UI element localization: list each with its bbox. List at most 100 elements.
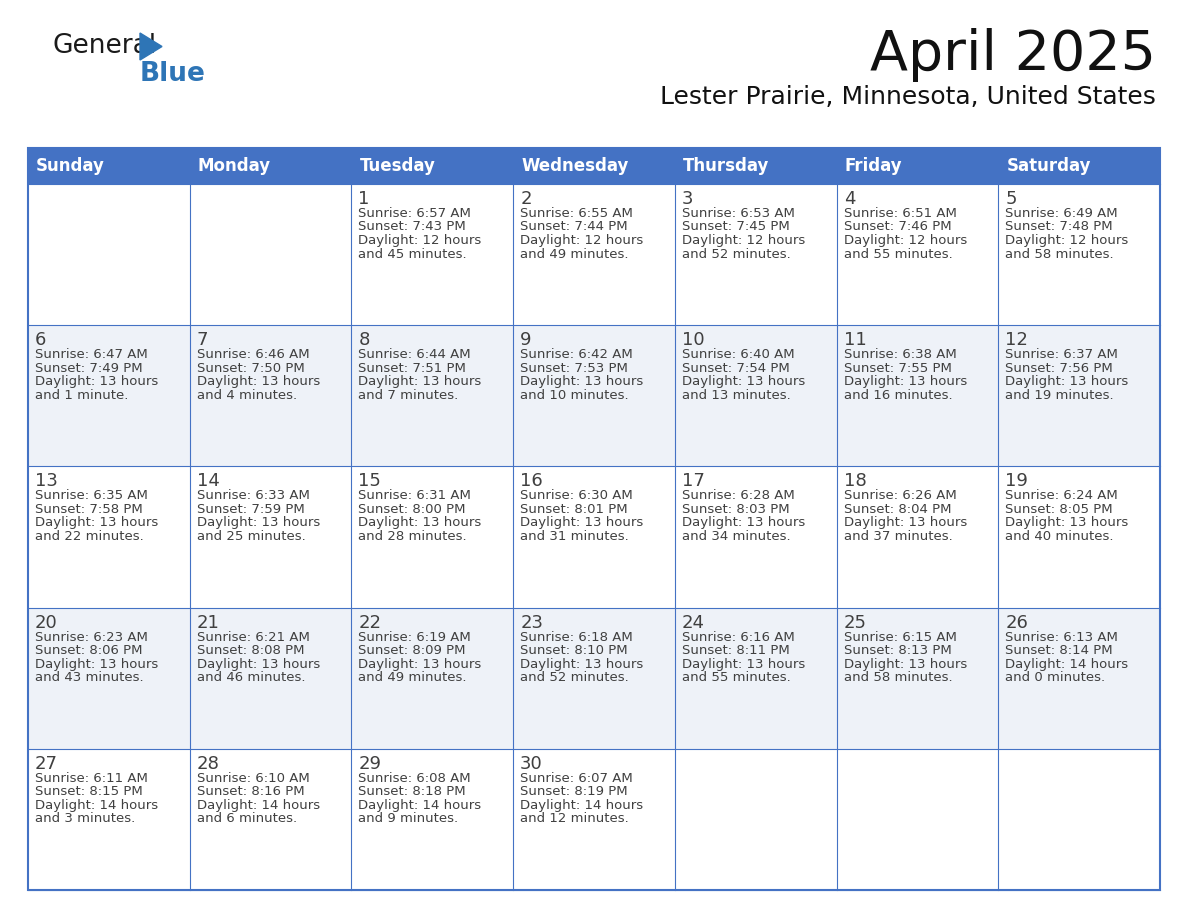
Text: and 43 minutes.: and 43 minutes. bbox=[34, 671, 144, 684]
Text: Daylight: 14 hours: Daylight: 14 hours bbox=[197, 799, 320, 812]
Text: 19: 19 bbox=[1005, 473, 1028, 490]
Text: Sunrise: 6:31 AM: Sunrise: 6:31 AM bbox=[359, 489, 472, 502]
Text: Daylight: 13 hours: Daylight: 13 hours bbox=[197, 375, 320, 388]
Text: 20: 20 bbox=[34, 613, 58, 632]
Text: Sunset: 8:14 PM: Sunset: 8:14 PM bbox=[1005, 644, 1113, 657]
Text: Daylight: 13 hours: Daylight: 13 hours bbox=[843, 657, 967, 671]
Text: Sunrise: 6:21 AM: Sunrise: 6:21 AM bbox=[197, 631, 310, 644]
Text: Sunset: 8:01 PM: Sunset: 8:01 PM bbox=[520, 503, 627, 516]
Text: Sunset: 7:54 PM: Sunset: 7:54 PM bbox=[682, 362, 790, 375]
Text: Daylight: 12 hours: Daylight: 12 hours bbox=[359, 234, 481, 247]
Text: and 0 minutes.: and 0 minutes. bbox=[1005, 671, 1105, 684]
Text: Daylight: 13 hours: Daylight: 13 hours bbox=[34, 375, 158, 388]
Text: Sunrise: 6:44 AM: Sunrise: 6:44 AM bbox=[359, 348, 472, 361]
Text: Daylight: 13 hours: Daylight: 13 hours bbox=[682, 375, 805, 388]
Polygon shape bbox=[140, 33, 162, 60]
Text: Sunset: 8:00 PM: Sunset: 8:00 PM bbox=[359, 503, 466, 516]
Text: 2: 2 bbox=[520, 190, 532, 208]
Text: Lester Prairie, Minnesota, United States: Lester Prairie, Minnesota, United States bbox=[661, 85, 1156, 109]
Text: Sunrise: 6:47 AM: Sunrise: 6:47 AM bbox=[34, 348, 147, 361]
Text: and 16 minutes.: and 16 minutes. bbox=[843, 388, 953, 402]
Text: and 40 minutes.: and 40 minutes. bbox=[1005, 530, 1114, 543]
Text: Sunrise: 6:15 AM: Sunrise: 6:15 AM bbox=[843, 631, 956, 644]
Text: and 55 minutes.: and 55 minutes. bbox=[682, 671, 790, 684]
Text: Daylight: 13 hours: Daylight: 13 hours bbox=[34, 657, 158, 671]
Text: Sunrise: 6:46 AM: Sunrise: 6:46 AM bbox=[197, 348, 309, 361]
Text: Sunrise: 6:24 AM: Sunrise: 6:24 AM bbox=[1005, 489, 1118, 502]
Text: 4: 4 bbox=[843, 190, 855, 208]
Text: Sunset: 8:09 PM: Sunset: 8:09 PM bbox=[359, 644, 466, 657]
Bar bbox=[29, 608, 1159, 749]
Text: Sunrise: 6:23 AM: Sunrise: 6:23 AM bbox=[34, 631, 147, 644]
Bar bbox=[29, 325, 1159, 466]
Text: Sunrise: 6:13 AM: Sunrise: 6:13 AM bbox=[1005, 631, 1118, 644]
Text: Daylight: 14 hours: Daylight: 14 hours bbox=[1005, 657, 1129, 671]
Text: Sunrise: 6:49 AM: Sunrise: 6:49 AM bbox=[1005, 207, 1118, 220]
Text: Sunset: 7:55 PM: Sunset: 7:55 PM bbox=[843, 362, 952, 375]
Text: Sunset: 8:06 PM: Sunset: 8:06 PM bbox=[34, 644, 143, 657]
Text: Sunset: 8:15 PM: Sunset: 8:15 PM bbox=[34, 785, 143, 799]
Text: Sunset: 7:43 PM: Sunset: 7:43 PM bbox=[359, 220, 466, 233]
Text: Daylight: 13 hours: Daylight: 13 hours bbox=[520, 517, 644, 530]
Text: Sunrise: 6:16 AM: Sunrise: 6:16 AM bbox=[682, 631, 795, 644]
Text: and 37 minutes.: and 37 minutes. bbox=[843, 530, 953, 543]
Text: and 52 minutes.: and 52 minutes. bbox=[520, 671, 628, 684]
Text: 16: 16 bbox=[520, 473, 543, 490]
Text: Daylight: 12 hours: Daylight: 12 hours bbox=[520, 234, 644, 247]
Text: Sunset: 8:05 PM: Sunset: 8:05 PM bbox=[1005, 503, 1113, 516]
Text: Sunset: 7:44 PM: Sunset: 7:44 PM bbox=[520, 220, 627, 233]
Text: 13: 13 bbox=[34, 473, 58, 490]
Text: Daylight: 13 hours: Daylight: 13 hours bbox=[520, 375, 644, 388]
Text: Sunset: 8:19 PM: Sunset: 8:19 PM bbox=[520, 785, 627, 799]
Text: 7: 7 bbox=[197, 331, 208, 349]
Bar bbox=[29, 148, 1159, 890]
Text: Sunrise: 6:35 AM: Sunrise: 6:35 AM bbox=[34, 489, 147, 502]
Text: April 2025: April 2025 bbox=[870, 28, 1156, 82]
Text: 3: 3 bbox=[682, 190, 694, 208]
Bar bbox=[29, 749, 1159, 890]
Text: Sunset: 8:11 PM: Sunset: 8:11 PM bbox=[682, 644, 790, 657]
Text: 10: 10 bbox=[682, 331, 704, 349]
Text: Sunrise: 6:10 AM: Sunrise: 6:10 AM bbox=[197, 772, 309, 785]
Text: and 49 minutes.: and 49 minutes. bbox=[520, 248, 628, 261]
Bar bbox=[29, 466, 1159, 608]
Text: Daylight: 13 hours: Daylight: 13 hours bbox=[359, 517, 481, 530]
Bar bbox=[29, 148, 1159, 184]
Text: Daylight: 13 hours: Daylight: 13 hours bbox=[682, 657, 805, 671]
Text: and 7 minutes.: and 7 minutes. bbox=[359, 388, 459, 402]
Text: Sunrise: 6:42 AM: Sunrise: 6:42 AM bbox=[520, 348, 633, 361]
Text: Sunrise: 6:28 AM: Sunrise: 6:28 AM bbox=[682, 489, 795, 502]
Text: Sunset: 7:58 PM: Sunset: 7:58 PM bbox=[34, 503, 143, 516]
Text: Sunset: 8:10 PM: Sunset: 8:10 PM bbox=[520, 644, 627, 657]
Text: Sunset: 7:45 PM: Sunset: 7:45 PM bbox=[682, 220, 790, 233]
Text: and 55 minutes.: and 55 minutes. bbox=[843, 248, 953, 261]
Text: 27: 27 bbox=[34, 755, 58, 773]
Text: Saturday: Saturday bbox=[1006, 157, 1091, 175]
Text: 21: 21 bbox=[197, 613, 220, 632]
Text: and 34 minutes.: and 34 minutes. bbox=[682, 530, 790, 543]
Text: Daylight: 12 hours: Daylight: 12 hours bbox=[843, 234, 967, 247]
Text: and 45 minutes.: and 45 minutes. bbox=[359, 248, 467, 261]
Text: Sunrise: 6:33 AM: Sunrise: 6:33 AM bbox=[197, 489, 310, 502]
Text: Sunrise: 6:40 AM: Sunrise: 6:40 AM bbox=[682, 348, 795, 361]
Text: 17: 17 bbox=[682, 473, 704, 490]
Text: and 31 minutes.: and 31 minutes. bbox=[520, 530, 628, 543]
Text: Daylight: 13 hours: Daylight: 13 hours bbox=[843, 517, 967, 530]
Text: Daylight: 13 hours: Daylight: 13 hours bbox=[1005, 375, 1129, 388]
Text: and 10 minutes.: and 10 minutes. bbox=[520, 388, 628, 402]
Text: Daylight: 13 hours: Daylight: 13 hours bbox=[359, 657, 481, 671]
Text: Sunrise: 6:38 AM: Sunrise: 6:38 AM bbox=[843, 348, 956, 361]
Text: 11: 11 bbox=[843, 331, 866, 349]
Text: General: General bbox=[52, 33, 156, 59]
Text: Thursday: Thursday bbox=[683, 157, 770, 175]
Text: Sunset: 7:46 PM: Sunset: 7:46 PM bbox=[843, 220, 952, 233]
Text: and 12 minutes.: and 12 minutes. bbox=[520, 812, 628, 825]
Text: Sunset: 8:03 PM: Sunset: 8:03 PM bbox=[682, 503, 790, 516]
Text: Sunday: Sunday bbox=[36, 157, 105, 175]
Text: 23: 23 bbox=[520, 613, 543, 632]
Text: Sunrise: 6:26 AM: Sunrise: 6:26 AM bbox=[843, 489, 956, 502]
Text: Friday: Friday bbox=[845, 157, 902, 175]
Text: and 3 minutes.: and 3 minutes. bbox=[34, 812, 135, 825]
Text: Daylight: 12 hours: Daylight: 12 hours bbox=[682, 234, 805, 247]
Text: and 6 minutes.: and 6 minutes. bbox=[197, 812, 297, 825]
